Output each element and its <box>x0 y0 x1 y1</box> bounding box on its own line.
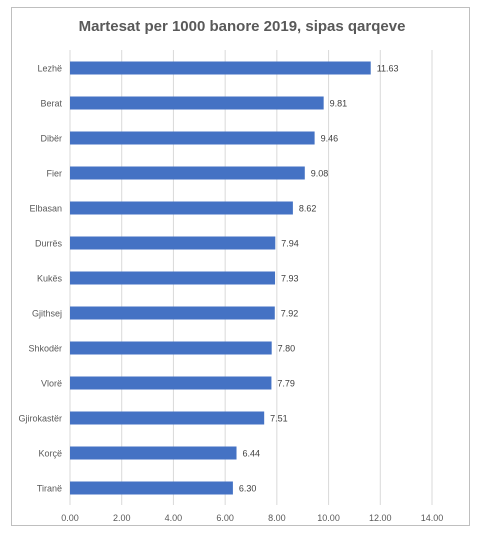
bar <box>70 446 237 460</box>
data-label: 7.93 <box>281 274 299 284</box>
bar <box>70 236 276 250</box>
category-label: Shkodër <box>28 344 62 354</box>
data-label: 7.80 <box>278 344 296 354</box>
data-label: 11.63 <box>377 64 399 74</box>
category-label: Gjirokastër <box>18 414 62 424</box>
data-label: 9.46 <box>321 134 339 144</box>
data-label: 8.62 <box>299 204 317 214</box>
category-label: Elbasan <box>29 204 62 214</box>
bar <box>70 411 265 425</box>
category-label: Lezhë <box>37 64 62 74</box>
data-label: 9.81 <box>330 99 348 109</box>
category-label: Vlorë <box>41 379 62 389</box>
data-label: 7.92 <box>281 309 299 319</box>
category-label: Berat <box>40 99 62 109</box>
x-tick-label: 10.00 <box>317 513 340 523</box>
chart-frame <box>11 7 470 526</box>
data-label: 7.94 <box>281 239 299 249</box>
x-tick-label: 2.00 <box>113 513 131 523</box>
bar <box>70 481 233 495</box>
bars <box>70 61 371 495</box>
category-label: Dibër <box>40 134 62 144</box>
x-tick-label: 0.00 <box>61 513 79 523</box>
bar <box>70 166 305 180</box>
data-label: 7.79 <box>277 379 295 389</box>
data-label: 7.51 <box>270 414 288 424</box>
category-label: Fier <box>47 169 63 179</box>
category-label: Kukës <box>37 274 63 284</box>
bar <box>70 306 275 320</box>
chart-title: Martesat per 1000 banore 2019, sipas qar… <box>78 18 406 35</box>
x-tick-label: 8.00 <box>268 513 286 523</box>
data-label: 9.08 <box>311 169 329 179</box>
data-label: 6.30 <box>239 484 257 494</box>
x-tick-label: 6.00 <box>216 513 234 523</box>
bar <box>70 96 324 110</box>
bar <box>70 376 272 390</box>
category-label: Korçë <box>38 449 62 459</box>
bar <box>70 271 276 285</box>
x-tick-label: 4.00 <box>165 513 183 523</box>
category-label: Tiranë <box>37 484 62 494</box>
x-tick-label: 12.00 <box>369 513 392 523</box>
x-tick-label: 14.00 <box>421 513 444 523</box>
labels: 0.00 2.00 4.00 6.00 8.00 10.00 12.00 14.00 Lezhë… <box>18 64 443 524</box>
bar <box>70 131 315 145</box>
category-label: Gjithsej <box>32 309 62 319</box>
bar <box>70 201 293 215</box>
category-label: Durrës <box>35 239 63 249</box>
bar <box>70 61 371 75</box>
bar <box>70 341 272 355</box>
data-label: 6.44 <box>243 449 261 459</box>
